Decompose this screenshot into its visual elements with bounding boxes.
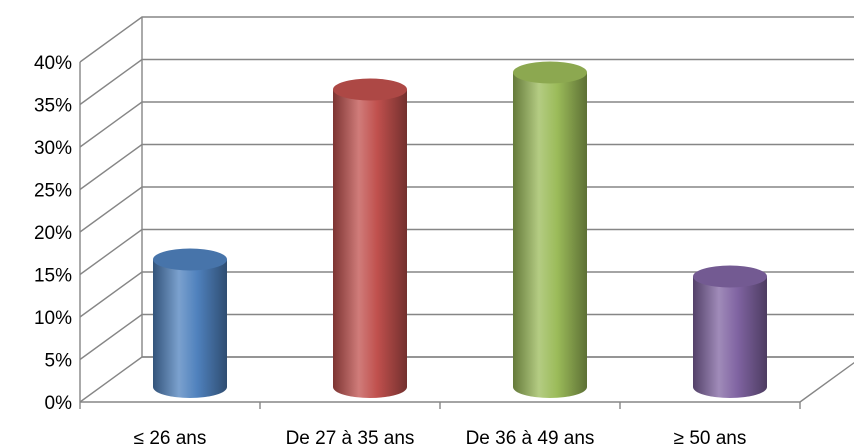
bar-top bbox=[693, 265, 767, 288]
y-tick-label: 25% bbox=[34, 181, 72, 202]
bar-body bbox=[693, 276, 767, 398]
gridline bbox=[79, 143, 854, 191]
bar-body bbox=[513, 72, 587, 398]
y-tick-label: 10% bbox=[34, 308, 72, 329]
bar bbox=[693, 265, 767, 398]
bar bbox=[153, 248, 227, 398]
gridline bbox=[79, 58, 854, 106]
gridline bbox=[79, 271, 854, 318]
bar-top bbox=[333, 78, 407, 101]
y-tick-label: 20% bbox=[34, 223, 72, 244]
gridlines bbox=[79, 16, 854, 403]
gridline bbox=[79, 356, 854, 403]
bar bbox=[513, 61, 587, 398]
y-axis-ticks: 0% 5% 10% 15% 20% 25% 30% 35% 40% bbox=[34, 53, 72, 414]
y-tick-label: 35% bbox=[34, 96, 72, 117]
x-axis bbox=[79, 402, 801, 409]
y-tick-label: 15% bbox=[34, 266, 72, 287]
bar-top bbox=[513, 61, 587, 84]
gridline bbox=[79, 313, 854, 361]
x-axis-labels: ≤ 26 ans De 27 à 35 ans De 36 à 49 ans ≥ 50… bbox=[134, 428, 747, 447]
gridline bbox=[79, 101, 854, 148]
gridline bbox=[79, 228, 854, 276]
y-tick-label: 30% bbox=[34, 138, 72, 159]
y-tick-label: 40% bbox=[34, 53, 72, 74]
gridline bbox=[79, 186, 854, 233]
x-tick-label: ≤ 26 ans bbox=[134, 428, 207, 447]
y-tick-label: 5% bbox=[45, 351, 73, 372]
bar bbox=[333, 78, 407, 398]
x-tick-label: De 36 à 49 ans bbox=[466, 428, 595, 447]
x-tick-label: De 27 à 35 ans bbox=[286, 428, 415, 447]
bar-body bbox=[153, 259, 227, 398]
bars bbox=[153, 61, 767, 398]
x-tick-label: ≥ 50 ans bbox=[674, 428, 747, 447]
bar-top bbox=[153, 248, 227, 271]
y-tick-label: 0% bbox=[45, 393, 73, 414]
bar-body bbox=[333, 89, 407, 398]
gridline bbox=[79, 16, 854, 63]
